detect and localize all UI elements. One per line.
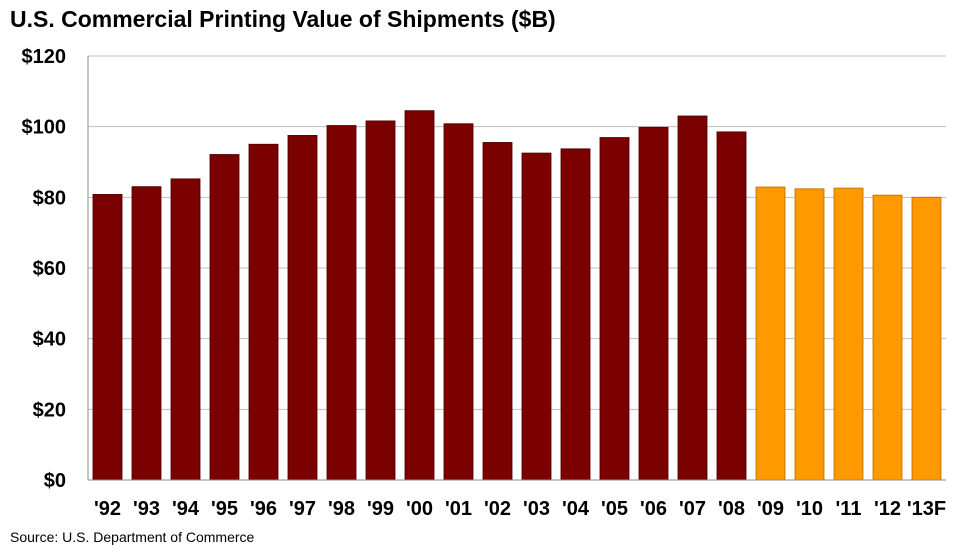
x-tick-label: '08 — [718, 498, 745, 520]
x-tick-label: '95 — [211, 498, 238, 520]
bar-01 — [443, 123, 474, 481]
bar-00 — [404, 110, 435, 481]
x-tick-label: '03 — [523, 498, 550, 520]
bar-04 — [560, 148, 591, 481]
bar-11 — [833, 187, 864, 481]
x-tick-label: '92 — [94, 498, 121, 520]
x-tick-label: '97 — [289, 498, 316, 520]
x-tick-label: '11 — [836, 498, 862, 520]
x-tick-label: '93 — [133, 498, 160, 520]
bar-93 — [131, 186, 162, 481]
axes — [87, 56, 946, 481]
bar-94 — [170, 178, 201, 481]
bars — [92, 110, 942, 481]
bar-95 — [209, 154, 240, 481]
y-tick-label: $40 — [33, 329, 66, 351]
y-tick-label: $60 — [33, 258, 66, 280]
chart-source-note: Source: U.S. Department of Commerce — [10, 529, 255, 545]
x-tick-label: '96 — [250, 498, 277, 520]
x-tick-label: '07 — [679, 498, 706, 520]
y-tick-label: $120 — [22, 46, 67, 68]
bar-97 — [287, 135, 318, 481]
x-tick-label: '13F — [907, 498, 946, 520]
x-tick-label: '12 — [874, 498, 901, 520]
bar-03 — [521, 152, 552, 481]
x-tick-label: '94 — [172, 498, 200, 520]
x-tick-label: '00 — [406, 498, 433, 520]
bar-05 — [599, 137, 630, 481]
x-tick-label: '05 — [601, 498, 628, 520]
y-tick-label: $20 — [33, 399, 66, 421]
bar-12 — [872, 194, 903, 481]
x-tick-label: '06 — [640, 498, 667, 520]
bar-07 — [677, 115, 708, 481]
bar-06 — [638, 126, 669, 481]
bar-96 — [248, 143, 279, 481]
bar-10 — [794, 188, 825, 481]
bar-98 — [326, 125, 357, 481]
x-tick-label: '99 — [367, 498, 394, 520]
x-tick-label: '04 — [562, 498, 590, 520]
bar-99 — [365, 120, 396, 481]
x-tick-label: '98 — [328, 498, 355, 520]
chart-title: U.S. Commercial Printing Value of Shipme… — [10, 6, 556, 32]
bar-92 — [92, 194, 123, 481]
x-tick-label: '01 — [445, 498, 472, 520]
bar-02 — [482, 142, 513, 481]
x-tick-label: '09 — [757, 498, 784, 520]
y-tick-label: $100 — [22, 117, 67, 139]
bar-09 — [755, 186, 786, 481]
bar-13F — [911, 196, 942, 481]
y-tick-labels: $0 $20 $40 $60 $80 $100 $120 — [22, 46, 67, 492]
y-tick-label: $0 — [44, 470, 66, 492]
x-tick-labels: '92 '93 '94 '95 '96 '97 '98 '99 '00 '01 '02 '03 '04 '… — [94, 498, 946, 520]
x-tick-label: '10 — [796, 498, 823, 520]
y-tick-label: $80 — [33, 187, 66, 209]
bar-08 — [716, 131, 747, 481]
x-tick-label: '02 — [484, 498, 511, 520]
